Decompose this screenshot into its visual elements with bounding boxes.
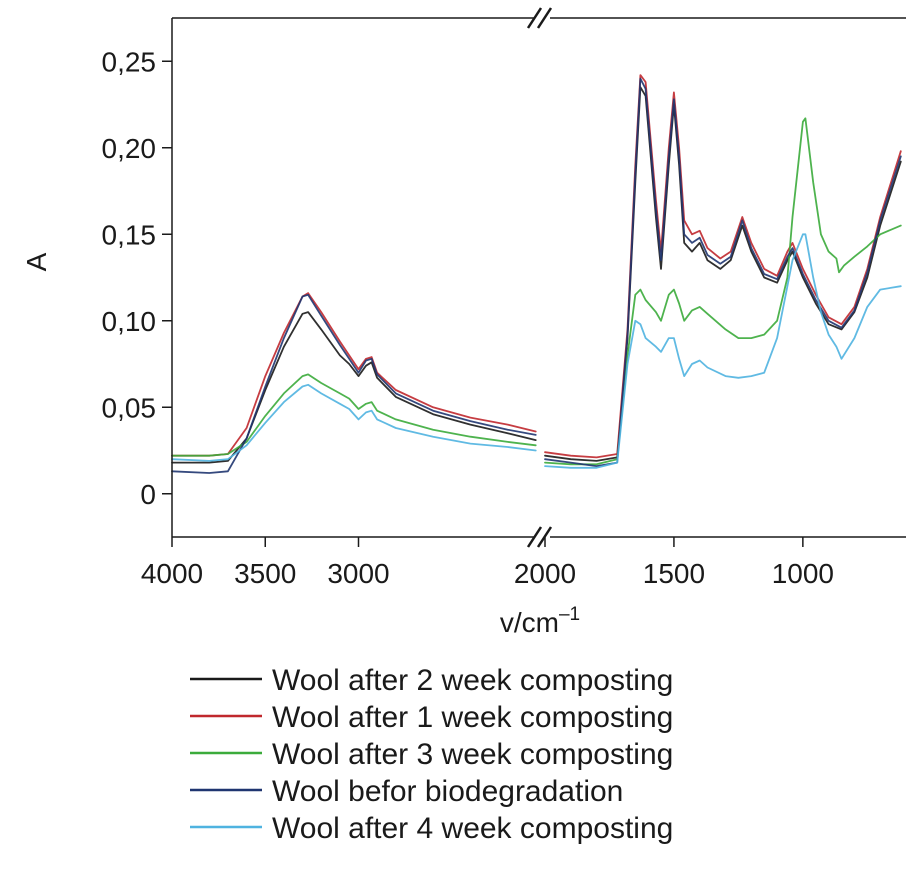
x-tick-label: 1000 bbox=[772, 558, 834, 589]
y-tick-label: 0,15 bbox=[102, 219, 157, 250]
x-ticks: 4000 3500 3000 2000 1500 1000 bbox=[141, 537, 834, 589]
x-axis-title: v/cm–1 bbox=[500, 604, 580, 638]
series-line-2-segment-1 bbox=[171, 292, 537, 457]
x-tick-label: 4000 bbox=[141, 558, 203, 589]
series-line-3-segment-2 bbox=[544, 117, 902, 466]
legend-label: Wool befor biodegradation bbox=[272, 775, 623, 808]
series-line-4-segment-2 bbox=[544, 77, 902, 467]
y-axis-title: A bbox=[21, 252, 52, 271]
series-line-3-segment-1 bbox=[171, 373, 537, 457]
y-tick-label: 0,10 bbox=[102, 306, 157, 337]
x-tick-label: 3000 bbox=[327, 558, 389, 589]
legend-label: Wool after 4 week composting bbox=[272, 812, 673, 845]
series-line-5-segment-1 bbox=[171, 383, 537, 462]
x-tick-label: 1500 bbox=[643, 558, 705, 589]
y-tick-label: 0,20 bbox=[102, 133, 157, 164]
series-line-5-segment-2 bbox=[544, 233, 902, 469]
x-tick-label: 2000 bbox=[514, 558, 576, 589]
x-axis-title-superscript: –1 bbox=[559, 604, 580, 625]
legend: Wool after 2 week composting Wool after 1… bbox=[190, 664, 673, 845]
x-axis-title-main: v/cm bbox=[500, 607, 559, 638]
axis-break-top bbox=[526, 7, 553, 29]
legend-label: Wool after 1 week composting bbox=[272, 701, 673, 734]
legend-label: Wool after 3 week composting bbox=[272, 738, 673, 771]
plot-series bbox=[171, 74, 902, 474]
series-line-4-segment-1 bbox=[171, 293, 537, 474]
y-tick-label: 0 bbox=[140, 479, 156, 510]
y-ticks: 0 0,05 0,10 0,15 0,20 0,25 bbox=[102, 46, 172, 510]
y-tick-label: 0,25 bbox=[102, 46, 157, 77]
y-tick-label: 0,05 bbox=[102, 392, 157, 423]
x-tick-label: 3500 bbox=[234, 558, 296, 589]
legend-label: Wool after 2 week composting bbox=[272, 664, 673, 697]
